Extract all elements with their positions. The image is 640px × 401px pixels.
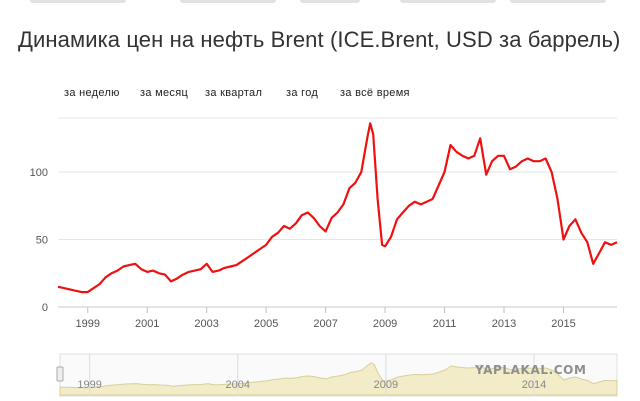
top-strip-segment — [30, 0, 126, 3]
navigator-tick-label: 2014 — [522, 379, 546, 391]
x-tick-label: 2013 — [492, 318, 516, 330]
x-tick-label: 2015 — [551, 318, 575, 330]
top-strip-segment — [400, 0, 496, 3]
top-strip-segment — [180, 0, 276, 3]
navigator-tick-label: 1999 — [77, 379, 101, 391]
range-week-button[interactable]: за неделю — [64, 87, 120, 99]
x-tick-label: 2003 — [194, 318, 218, 330]
x-tick-label: 2009 — [373, 318, 397, 330]
y-tick-label: 100 — [30, 167, 48, 179]
top-strip — [0, 0, 640, 6]
range-quarter-button[interactable]: за квартал — [205, 87, 263, 99]
navigator-series-area — [59, 362, 618, 396]
x-tick-label: 1999 — [75, 318, 99, 330]
navigator-handle-left — [56, 366, 64, 382]
navigator-tick-label: 2004 — [226, 379, 250, 391]
top-strip-segment — [510, 0, 606, 3]
y-tick-label: 50 — [36, 235, 48, 247]
chart-title: Динамика цен на нефть Brent (ICE.Brent, … — [18, 27, 621, 52]
top-strip-segment — [300, 0, 360, 3]
x-tick-label: 2011 — [433, 318, 457, 330]
range-all-time-button[interactable]: за всё время — [340, 87, 410, 99]
watermark: YAPLAKAL.COM — [475, 363, 587, 377]
navigator-tick-label: 2009 — [374, 379, 398, 391]
price-series-line — [57, 122, 618, 294]
x-tick-label: 2005 — [254, 318, 278, 330]
x-tick-label: 2007 — [313, 318, 337, 330]
y-tick-label: 0 — [42, 302, 48, 314]
range-year-button[interactable]: за год — [286, 87, 319, 99]
x-tick-label: 2001 — [135, 318, 159, 330]
range-month-button[interactable]: за месяц — [140, 87, 189, 99]
range-selector: за неделю за месяц за квартал за год за … — [0, 87, 640, 103]
